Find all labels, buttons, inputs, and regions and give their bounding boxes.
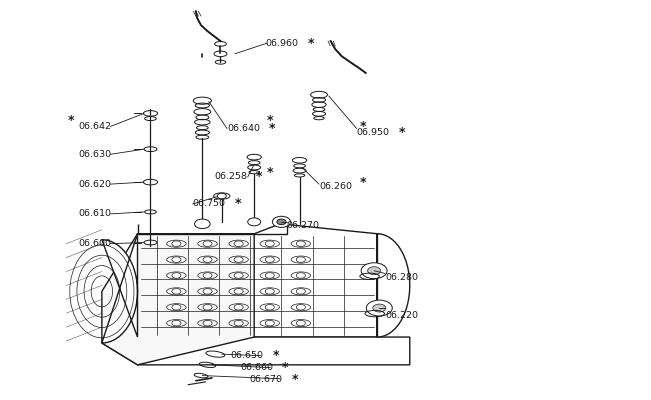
Circle shape [272, 216, 290, 228]
Circle shape [203, 257, 212, 262]
Text: *: * [235, 198, 242, 210]
Text: 06.950: 06.950 [357, 128, 389, 137]
Text: 06.642: 06.642 [78, 122, 111, 131]
Text: 06.660: 06.660 [240, 363, 273, 372]
Text: 06.220: 06.220 [385, 311, 418, 320]
Text: 06.600: 06.600 [78, 239, 111, 248]
Text: *: * [360, 120, 367, 133]
Circle shape [296, 257, 305, 262]
Circle shape [234, 304, 243, 310]
Text: *: * [267, 114, 273, 127]
Circle shape [277, 219, 286, 225]
Circle shape [248, 218, 260, 226]
Circle shape [234, 257, 243, 262]
Text: 06.280: 06.280 [385, 273, 418, 282]
Circle shape [361, 263, 387, 279]
Circle shape [296, 320, 305, 326]
Circle shape [172, 288, 181, 294]
Text: *: * [399, 126, 406, 139]
Circle shape [265, 304, 274, 310]
Circle shape [265, 273, 274, 278]
Circle shape [234, 241, 243, 246]
Text: *: * [269, 122, 275, 135]
Text: 06.258: 06.258 [214, 172, 247, 182]
Circle shape [296, 241, 305, 246]
Text: *: * [267, 166, 273, 180]
Text: *: * [272, 349, 279, 362]
Text: 06.650: 06.650 [230, 351, 263, 360]
Circle shape [296, 273, 305, 278]
Circle shape [203, 320, 212, 326]
Polygon shape [102, 234, 254, 365]
Text: *: * [308, 36, 314, 50]
Circle shape [217, 193, 227, 199]
Circle shape [367, 300, 393, 316]
Circle shape [234, 320, 243, 326]
Circle shape [234, 288, 243, 294]
Circle shape [296, 304, 305, 310]
Text: *: * [360, 176, 367, 189]
Polygon shape [102, 337, 409, 365]
Circle shape [368, 267, 381, 275]
Text: 06.260: 06.260 [319, 182, 352, 190]
Circle shape [172, 304, 181, 310]
Text: 06.670: 06.670 [249, 375, 283, 384]
Polygon shape [137, 224, 378, 337]
Text: *: * [292, 373, 298, 386]
Circle shape [265, 320, 274, 326]
Text: 06.620: 06.620 [78, 180, 111, 189]
Text: 06.960: 06.960 [266, 38, 299, 48]
Text: 06.610: 06.610 [78, 210, 111, 218]
Polygon shape [102, 234, 137, 343]
Text: 06.640: 06.640 [227, 124, 260, 133]
Circle shape [172, 257, 181, 262]
Text: *: * [256, 170, 262, 184]
Circle shape [265, 241, 274, 246]
Circle shape [265, 288, 274, 294]
Circle shape [172, 320, 181, 326]
Text: 06.270: 06.270 [286, 221, 320, 230]
Circle shape [203, 304, 212, 310]
Circle shape [203, 288, 212, 294]
Circle shape [203, 273, 212, 278]
Circle shape [265, 257, 274, 262]
Text: *: * [282, 361, 288, 374]
Circle shape [296, 288, 305, 294]
Circle shape [195, 219, 210, 228]
Circle shape [172, 273, 181, 278]
Circle shape [203, 241, 212, 246]
Polygon shape [378, 234, 409, 337]
Circle shape [234, 273, 243, 278]
Circle shape [172, 241, 181, 246]
Text: 06.750: 06.750 [193, 200, 226, 208]
Text: 06.630: 06.630 [78, 150, 111, 159]
Text: *: * [68, 114, 75, 127]
Circle shape [373, 304, 386, 312]
